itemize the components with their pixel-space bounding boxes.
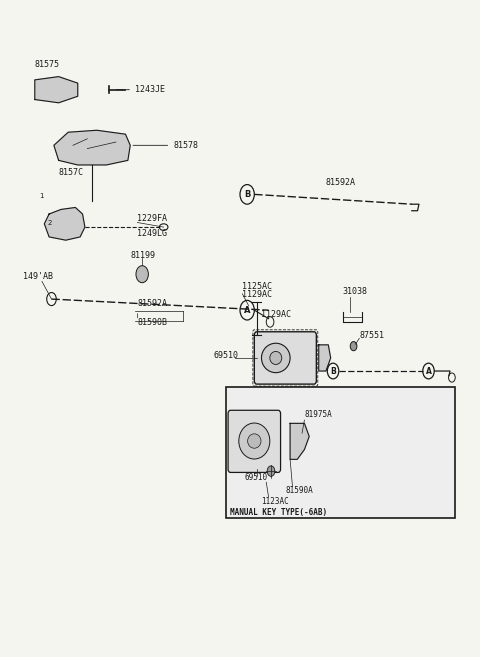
Text: A: A [244,306,251,315]
Text: B: B [330,367,336,376]
Ellipse shape [248,434,261,448]
Circle shape [267,466,275,476]
Text: 1229FA: 1229FA [137,214,168,223]
Circle shape [48,213,60,229]
Text: 81592A: 81592A [137,298,168,307]
Text: 69510: 69510 [245,473,268,482]
Text: 69510: 69510 [214,351,239,360]
FancyBboxPatch shape [226,388,455,518]
Text: 149'AB: 149'AB [23,273,53,281]
Text: 81199: 81199 [130,252,155,260]
Text: 1129AC: 1129AC [262,309,291,319]
Text: 8157C: 8157C [59,168,84,177]
Polygon shape [35,77,78,102]
Text: 1249LG: 1249LG [137,229,168,238]
Polygon shape [54,130,130,165]
Text: MANUAL KEY TYPE(-6AB): MANUAL KEY TYPE(-6AB) [230,508,327,517]
Ellipse shape [239,423,270,459]
Text: 1123AC: 1123AC [262,497,289,506]
Polygon shape [290,423,309,459]
Circle shape [350,342,357,351]
Circle shape [136,265,148,283]
Text: 81590A: 81590A [285,486,313,495]
Text: 1129AC: 1129AC [242,290,272,299]
Text: 81578: 81578 [133,141,198,150]
Circle shape [73,221,83,234]
Text: A: A [426,367,432,376]
Text: 2: 2 [48,220,52,226]
Text: 87551: 87551 [360,331,384,340]
Polygon shape [44,208,85,240]
Text: B: B [244,190,251,199]
Text: 81590B: 81590B [137,318,168,327]
Text: 81592A: 81592A [326,177,356,187]
Text: 1243JE: 1243JE [116,85,165,94]
Ellipse shape [270,351,282,365]
Text: 1: 1 [39,193,44,198]
Text: 81975A: 81975A [304,410,332,419]
Ellipse shape [262,343,290,373]
FancyBboxPatch shape [254,332,316,384]
Polygon shape [319,345,331,371]
Text: 1125AC: 1125AC [242,283,272,291]
Text: 31038: 31038 [343,287,368,296]
FancyBboxPatch shape [228,410,281,472]
Text: 81575: 81575 [35,60,60,69]
